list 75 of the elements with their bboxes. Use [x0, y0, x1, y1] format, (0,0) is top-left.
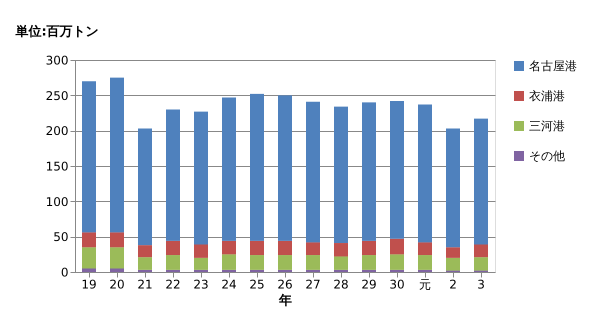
x-tick-label: 2 [449, 278, 457, 292]
bar [166, 240, 180, 256]
bar [446, 128, 460, 248]
x-tick-label: 23 [193, 278, 209, 292]
bar [138, 257, 152, 270]
bar [306, 102, 320, 242]
bar [390, 254, 404, 270]
bar [110, 78, 124, 232]
bar [194, 244, 208, 258]
legend-label: 衣浦港 [529, 89, 565, 103]
x-tick-label: 26 [277, 278, 293, 292]
bar [250, 255, 264, 270]
y-axis-title: 単位:百万トン [14, 24, 99, 40]
bar [362, 255, 376, 270]
x-tick-label: 29 [361, 278, 377, 292]
bar [82, 247, 96, 268]
bar [250, 240, 264, 256]
bar [110, 268, 124, 272]
x-tick-label: 元 [419, 278, 431, 292]
bar [278, 240, 292, 256]
bar [446, 247, 460, 258]
bar [306, 255, 320, 270]
y-tick-label: 0 [60, 266, 68, 280]
bar [194, 258, 208, 270]
legend-label: 三河港 [529, 119, 565, 133]
bar [334, 106, 348, 244]
y-tick-label: 250 [46, 88, 68, 103]
bar [418, 255, 432, 270]
bar [278, 95, 292, 241]
x-tick-label: 20 [109, 278, 125, 292]
x-tick-label: 24 [221, 278, 237, 292]
bar [82, 81, 96, 232]
x-tick-label: 3 [477, 278, 485, 292]
bar [166, 255, 180, 270]
y-tick-label: 50 [53, 230, 68, 244]
y-tick-label: 150 [46, 160, 68, 174]
bar [194, 112, 208, 244]
bar [418, 104, 432, 242]
bar [82, 268, 96, 272]
bar [222, 97, 236, 241]
bar [474, 118, 488, 244]
bar [390, 238, 404, 254]
x-tick-label: 19 [81, 278, 97, 292]
bar [362, 102, 376, 241]
legend-label: その他 [529, 149, 565, 163]
x-tick-label: 30 [389, 278, 405, 292]
y-tick-label: 200 [46, 124, 68, 138]
x-tick-label: 21 [137, 278, 153, 292]
bar [82, 232, 96, 248]
bar [334, 243, 348, 256]
x-tick-label: 27 [305, 278, 321, 292]
y-tick-label: 100 [46, 194, 68, 209]
bar [166, 109, 180, 241]
bar [138, 245, 152, 258]
x-tick-label: 25 [249, 278, 265, 292]
bar [418, 242, 432, 256]
bar [222, 240, 236, 254]
bar [474, 244, 488, 258]
bar [278, 255, 292, 270]
x-axis-title: 年 [278, 294, 292, 308]
bar [250, 94, 264, 241]
bar [110, 247, 124, 268]
bar [334, 256, 348, 270]
bar [474, 257, 488, 271]
x-tick-label: 22 [165, 278, 181, 292]
bar [222, 254, 236, 270]
y-tick-label: 300 [46, 54, 68, 68]
bar [306, 242, 320, 256]
bar [110, 232, 124, 248]
bar [362, 240, 376, 256]
bar [138, 128, 152, 246]
x-tick-label: 28 [333, 278, 349, 292]
legend-label: 名古屋港 [529, 59, 577, 73]
bar [390, 100, 404, 239]
bar [446, 258, 460, 271]
